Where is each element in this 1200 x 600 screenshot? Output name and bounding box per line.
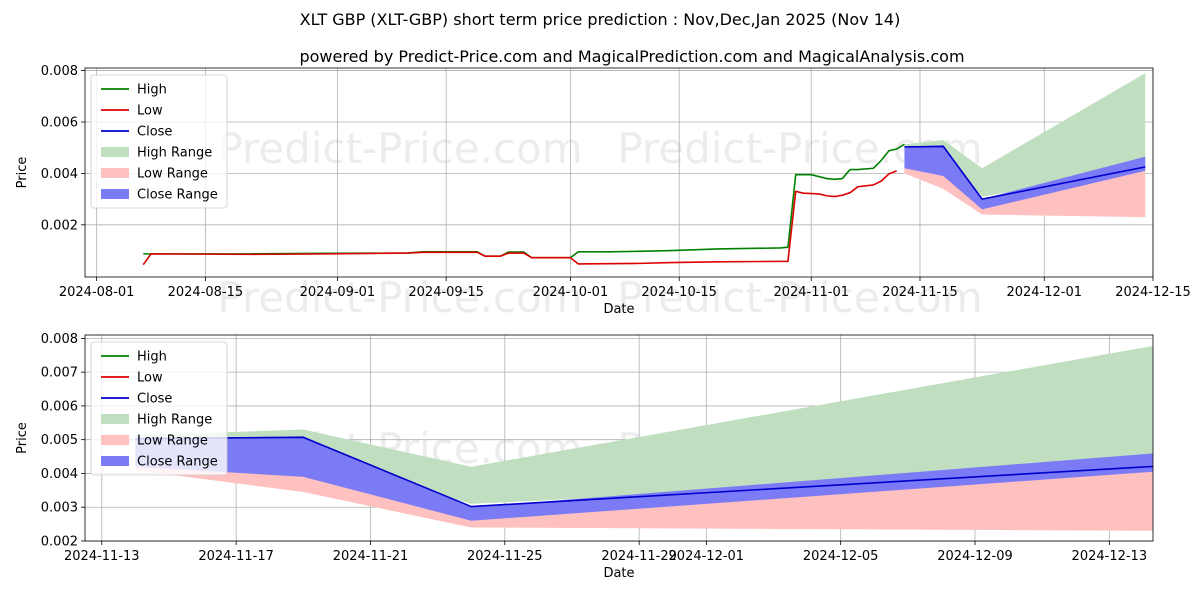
legend-swatch-high-range	[101, 147, 129, 157]
watermark-text: Predict-Price.com	[217, 124, 582, 173]
legend-swatch-close-range	[101, 456, 129, 466]
y-axis-label: Price	[15, 157, 30, 189]
legend-swatch-low-range	[101, 435, 129, 445]
x-tick-label: 2024-12-05	[803, 549, 879, 564]
low-range-area	[904, 163, 1146, 218]
x-tick-label: 2024-10-15	[641, 285, 717, 300]
legend-label-low-range: Low Range	[137, 167, 208, 182]
x-tick-label: 2024-11-25	[467, 549, 543, 564]
legend-swatch-low-range	[101, 168, 129, 178]
x-tick-label: 2024-11-01	[773, 285, 849, 300]
x-tick-label: 2024-11-21	[333, 549, 409, 564]
legend-label-low: Low	[137, 104, 163, 119]
x-tick-label: 2024-08-15	[168, 285, 244, 300]
x-axis-label: Date	[603, 302, 634, 317]
legend-label-low: Low	[137, 371, 163, 386]
x-tick-label: 2024-10-01	[533, 285, 609, 300]
close-line	[904, 145, 1146, 200]
x-tick-label: 2024-12-15	[1115, 285, 1191, 300]
axes-frame	[84, 334, 1154, 542]
x-tick-label: 2024-11-13	[64, 549, 140, 564]
plot-area	[142, 73, 1146, 266]
y-tick-label: 0.003	[41, 501, 78, 516]
axes-frame	[84, 67, 1154, 278]
legend-label-low-range: Low Range	[137, 434, 208, 449]
y-tick-label: 0.004	[41, 167, 78, 182]
y-tick-label: 0.002	[41, 218, 78, 233]
y-tick-label: 0.006	[41, 399, 78, 414]
plot-area	[135, 345, 1153, 531]
y-axis-label: Price	[15, 422, 30, 454]
watermark-text: Predict-Price.com	[217, 273, 582, 322]
chart-title: XLT GBP (XLT-GBP) short term price predi…	[300, 10, 901, 29]
legend-label-high: High	[137, 83, 167, 98]
y-tick-label: 0.008	[41, 64, 78, 79]
x-tick-label: 2024-11-15	[882, 285, 958, 300]
y-tick-label: 0.004	[41, 467, 78, 482]
legend-swatch-close-range	[101, 189, 129, 199]
y-tick-label: 0.008	[41, 332, 78, 347]
legend-swatch-high-range	[101, 414, 129, 424]
x-tick-label: 2024-09-15	[408, 285, 484, 300]
legend: High Low Close High Range Low Range Close Ran…	[90, 74, 228, 209]
y-tick-label: 0.002	[41, 535, 78, 550]
x-tick-label: 2024-08-01	[59, 285, 135, 300]
x-tick-label: 2024-12-09	[937, 549, 1013, 564]
legend-label-close: Close	[137, 392, 172, 407]
top-chart-panel: Predict-Price.com Predict-Price.com Predic…	[15, 64, 1191, 322]
legend-label-close: Close	[137, 125, 172, 140]
x-tick-label: 2024-12-01	[1006, 285, 1082, 300]
y-tick-label: 0.005	[41, 433, 78, 448]
high-range-area	[904, 73, 1146, 197]
low-line	[142, 170, 897, 266]
high-range-area	[135, 345, 1153, 504]
legend-label-close-range: Close Range	[137, 455, 218, 470]
x-tick-label: 2024-11-17	[198, 549, 274, 564]
x-axis-label: Date	[603, 566, 634, 581]
x-tick-label: 2024-09-01	[300, 285, 376, 300]
close-range-area	[904, 145, 1146, 210]
legend: High Low Close High Range Low Range Close Ran…	[90, 341, 228, 476]
bottom-chart-panel: Predict-Price.comPredict-Price.com2024-1…	[15, 332, 1154, 581]
y-tick-label: 0.007	[41, 366, 78, 381]
legend-label-high-range: High Range	[137, 413, 212, 428]
x-tick-label: 2024-11-29	[601, 549, 677, 564]
low-range-area	[135, 461, 1153, 531]
legend-label-high: High	[137, 350, 167, 365]
chart-subtitle: powered by Predict-Price.com and Magical…	[299, 47, 964, 66]
x-tick-label: 2024-12-13	[1072, 549, 1148, 564]
x-tick-label: 2024-12-01	[669, 549, 745, 564]
legend-label-high-range: High Range	[137, 146, 212, 161]
watermark-text: Predict-Price.com	[617, 273, 982, 322]
y-tick-label: 0.006	[41, 115, 78, 130]
legend-label-close-range: Close Range	[137, 188, 218, 203]
